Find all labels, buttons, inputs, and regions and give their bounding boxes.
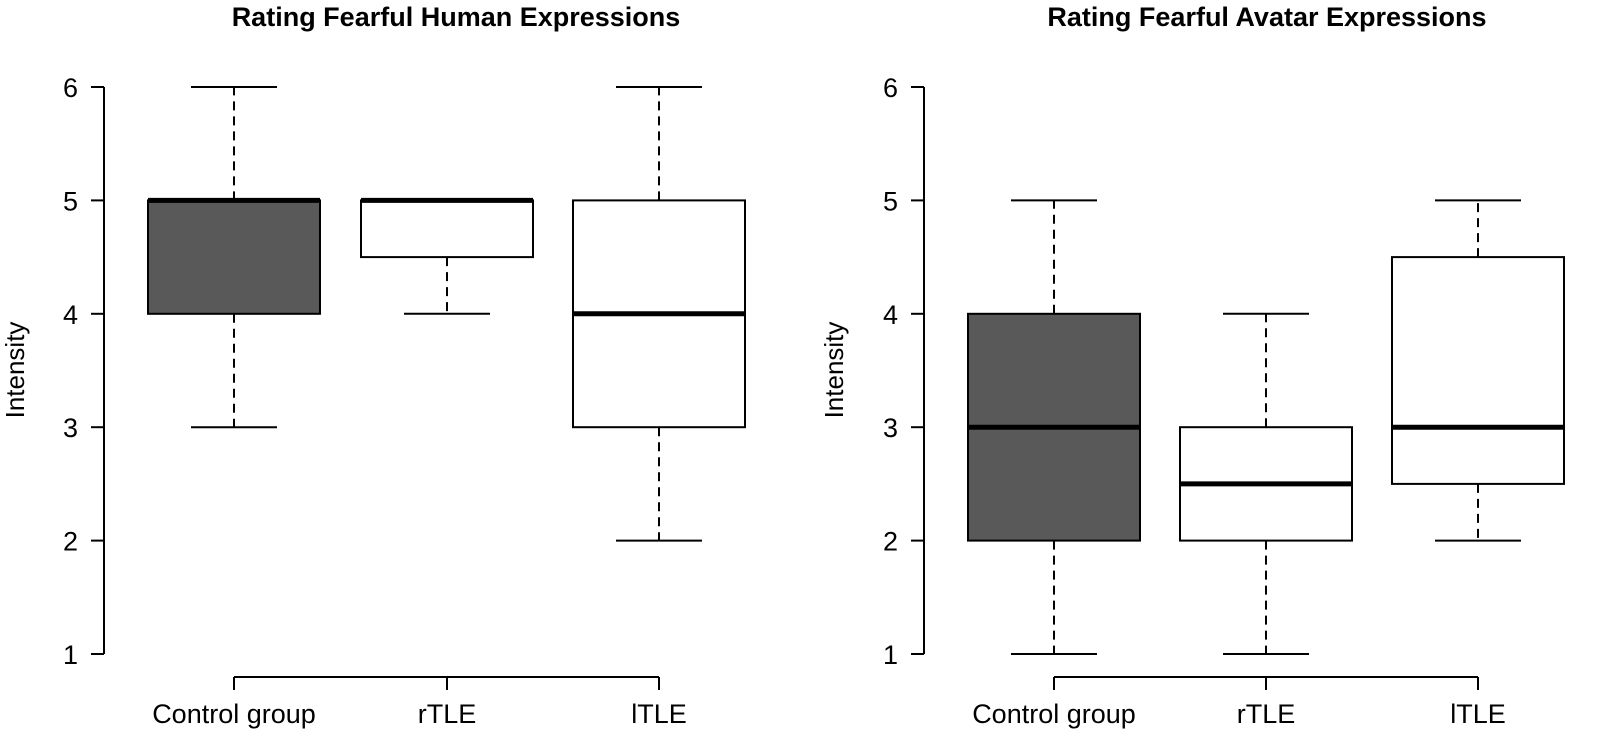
y-tick-label: 5 bbox=[883, 186, 898, 216]
y-tick-label: 2 bbox=[63, 527, 78, 557]
box-control-group bbox=[967, 199, 1141, 655]
y-tick-label: 1 bbox=[63, 640, 78, 670]
iqr-box bbox=[360, 199, 534, 259]
y-tick-label: 6 bbox=[883, 73, 898, 103]
x-tick-label: Control group bbox=[972, 699, 1136, 729]
panel-human: Rating Fearful Human Expressions Intensi… bbox=[0, 2, 746, 729]
y-tick-label: 2 bbox=[883, 527, 898, 557]
x-tick-label: rTLE bbox=[1237, 699, 1296, 729]
box-control-group bbox=[147, 86, 321, 429]
y-tick-label: 5 bbox=[63, 186, 78, 216]
box-ltle bbox=[1391, 199, 1565, 542]
y-tick-label: 4 bbox=[63, 300, 78, 330]
y-axis-label: Intensity bbox=[819, 322, 849, 419]
box-rtle bbox=[360, 197, 534, 315]
iqr-box bbox=[1391, 256, 1565, 485]
panel-avatar: Rating Fearful Avatar Expressions Intens… bbox=[819, 2, 1565, 729]
iqr-box bbox=[147, 199, 321, 315]
y-tick-label: 1 bbox=[883, 640, 898, 670]
x-tick-label: lTLE bbox=[631, 699, 687, 729]
y-tick-label: 4 bbox=[883, 300, 898, 330]
x-tick-label: Control group bbox=[152, 699, 316, 729]
y-tick-label: 3 bbox=[883, 413, 898, 443]
x-tick-label: rTLE bbox=[418, 699, 477, 729]
boxes bbox=[967, 199, 1565, 655]
x-tick-label: lTLE bbox=[1450, 699, 1506, 729]
y-tick-label: 3 bbox=[63, 413, 78, 443]
y-axis-label: Intensity bbox=[0, 322, 30, 419]
box-ltle bbox=[572, 86, 746, 542]
chart-title: Rating Fearful Human Expressions bbox=[232, 2, 681, 32]
axes: 1 2 3 4 5 6 Control group rTLE lTLE bbox=[883, 73, 1506, 729]
y-tick-label: 6 bbox=[63, 73, 78, 103]
box-rtle bbox=[1179, 312, 1353, 655]
chart-title: Rating Fearful Avatar Expressions bbox=[1047, 2, 1486, 32]
boxes bbox=[147, 86, 746, 542]
axes: 1 2 3 4 5 6 Control group rTLE lTLE bbox=[63, 73, 687, 729]
